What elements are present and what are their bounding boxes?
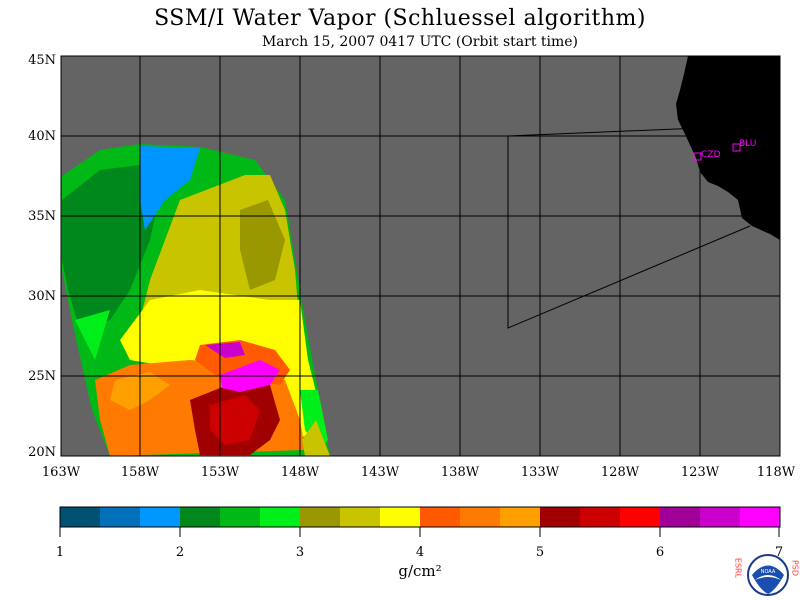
latitude-labels: 45N 40N 35N 30N 25N 20N — [28, 53, 56, 460]
colorbar-tick-label: 2 — [176, 545, 184, 560]
colorbar-tick-label: 5 — [536, 545, 544, 560]
lat-label: 25N — [28, 369, 56, 384]
noaa-bird-icon — [752, 565, 784, 594]
colorbar-tick-label: 7 — [775, 545, 783, 560]
region-boundary — [507, 127, 751, 329]
station-czd-marker — [693, 152, 702, 161]
colorbar-swatch — [580, 507, 621, 527]
noaa-wave-icon — [755, 575, 781, 580]
colorbar-tick-labels: 1 2 3 4 5 6 7 — [56, 545, 783, 560]
colorbar-swatch — [340, 507, 381, 527]
map-title: SSM/I Water Vapor (Schluessel algorithm) — [154, 6, 646, 31]
colorbar-swatch — [140, 507, 181, 527]
lon-label: 123W — [681, 465, 720, 480]
lon-label: 133W — [521, 465, 560, 480]
colorbar-swatch — [700, 507, 741, 527]
map-subtitle: March 15, 2007 0417 UTC (Orbit start tim… — [261, 34, 579, 50]
lat-label: 30N — [28, 289, 56, 304]
colorbar-swatch — [500, 507, 541, 527]
colorbar-swatch — [100, 507, 141, 527]
logo-center-text: NOAA — [761, 569, 776, 575]
lon-label: 138W — [441, 465, 480, 480]
logo-left-text: ESRL — [734, 558, 743, 579]
station-blu-label: BLU — [739, 139, 756, 149]
lat-label: 45N — [28, 53, 56, 68]
colorbar-swatch — [620, 507, 661, 527]
longitude-labels: 163W 158W 153W 148W 143W 138W 133W 128W … — [42, 465, 796, 480]
station-markers: CZD BLU — [693, 139, 756, 161]
lon-label: 153W — [201, 465, 240, 480]
north-america-landmass — [676, 56, 780, 240]
logo-right-text: PSD — [791, 560, 800, 576]
colorbar-swatch — [540, 507, 581, 527]
colorbar-swatch — [740, 507, 781, 527]
station-blu-marker — [732, 143, 741, 152]
noaa-logo: ESRL NOAA PSD — [734, 554, 800, 596]
water-vapor-swath — [62, 144, 330, 456]
colorbar-tick-label: 6 — [656, 545, 664, 560]
lon-label: 118W — [757, 465, 796, 480]
colorbar-swatch — [660, 507, 701, 527]
colorbar-swatch — [180, 507, 221, 527]
colorbar-unit-label: g/cm² — [398, 562, 442, 580]
station-czd-label: CZD — [701, 150, 720, 160]
colorbar-ticks — [59, 527, 780, 537]
colorbar-tick-label: 3 — [296, 545, 304, 560]
colorbar-swatch — [220, 507, 261, 527]
lon-label: 128W — [601, 465, 640, 480]
lat-lon-grid — [61, 56, 780, 456]
lat-label: 35N — [28, 209, 56, 224]
lat-label: 40N — [28, 129, 56, 144]
colorbar-swatch — [260, 507, 301, 527]
lon-label: 148W — [281, 465, 320, 480]
colorbar-swatch — [380, 507, 421, 527]
colorbar-swatch — [460, 507, 501, 527]
lat-label: 20N — [28, 445, 56, 460]
lon-label: 143W — [361, 465, 400, 480]
map-frame — [60, 55, 781, 457]
colorbar-tick-label: 1 — [56, 545, 64, 560]
lon-label: 163W — [42, 465, 81, 480]
colorbar-tick-label: 4 — [416, 545, 424, 560]
colorbar-swatch — [300, 507, 341, 527]
colorbar — [60, 507, 781, 527]
lon-label: 158W — [121, 465, 160, 480]
colorbar-swatch — [60, 507, 101, 527]
colorbar-swatch — [420, 507, 461, 527]
